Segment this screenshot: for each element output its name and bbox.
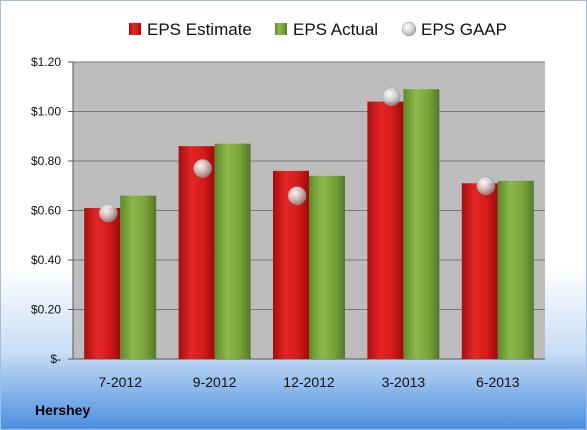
- x-axis: 7-2012 9-2012 12-2012 3-2013 6-2013: [98, 374, 519, 390]
- legend-label-eps-estimate: EPS Estimate: [147, 20, 252, 39]
- bar-eps-estimate: [178, 146, 215, 359]
- bar-eps-estimate: [461, 183, 498, 359]
- x-tick-label: 7-2012: [98, 374, 142, 390]
- y-tick-label: $-: [50, 352, 61, 366]
- bar-eps-actual: [403, 89, 440, 359]
- bar-eps-actual: [214, 143, 251, 359]
- x-tick-label: 12-2012: [283, 374, 335, 390]
- marker-eps-gaap: [193, 159, 212, 178]
- y-tick-label: $1.20: [31, 55, 61, 69]
- bars: [84, 89, 534, 359]
- gaap-markers: [98, 87, 496, 223]
- x-tick-label: 9-2012: [193, 374, 237, 390]
- legend: EPS Estimate EPS Actual EPS GAAP: [129, 20, 507, 39]
- marker-eps-gaap: [476, 176, 496, 195]
- legend-swatch-eps-estimate: [129, 23, 141, 35]
- marker-eps-gaap: [287, 186, 307, 205]
- legend-label-eps-gaap: EPS GAAP: [421, 20, 507, 39]
- y-tick-label: $0.80: [31, 154, 61, 168]
- company-label: Hershey: [35, 402, 90, 418]
- bar-eps-actual: [309, 175, 345, 359]
- y-tick-label: $1.00: [31, 105, 61, 119]
- bar-eps-actual: [497, 180, 534, 359]
- legend-swatch-eps-gaap: [401, 21, 417, 37]
- bar-eps-estimate: [84, 208, 121, 359]
- legend-label-eps-actual: EPS Actual: [293, 20, 378, 39]
- y-tick-label: $0.20: [31, 303, 61, 317]
- x-tick-label: 6-2013: [476, 374, 520, 390]
- y-tick-label: $0.60: [31, 204, 61, 218]
- marker-eps-gaap: [98, 203, 118, 223]
- bar-eps-estimate: [367, 101, 404, 359]
- marker-eps-gaap: [382, 87, 401, 106]
- bar-eps-actual: [120, 195, 157, 359]
- legend-swatch-eps-actual: [275, 23, 287, 35]
- x-tick-label: 3-2013: [382, 374, 426, 390]
- y-tick-label: $0.40: [31, 253, 61, 267]
